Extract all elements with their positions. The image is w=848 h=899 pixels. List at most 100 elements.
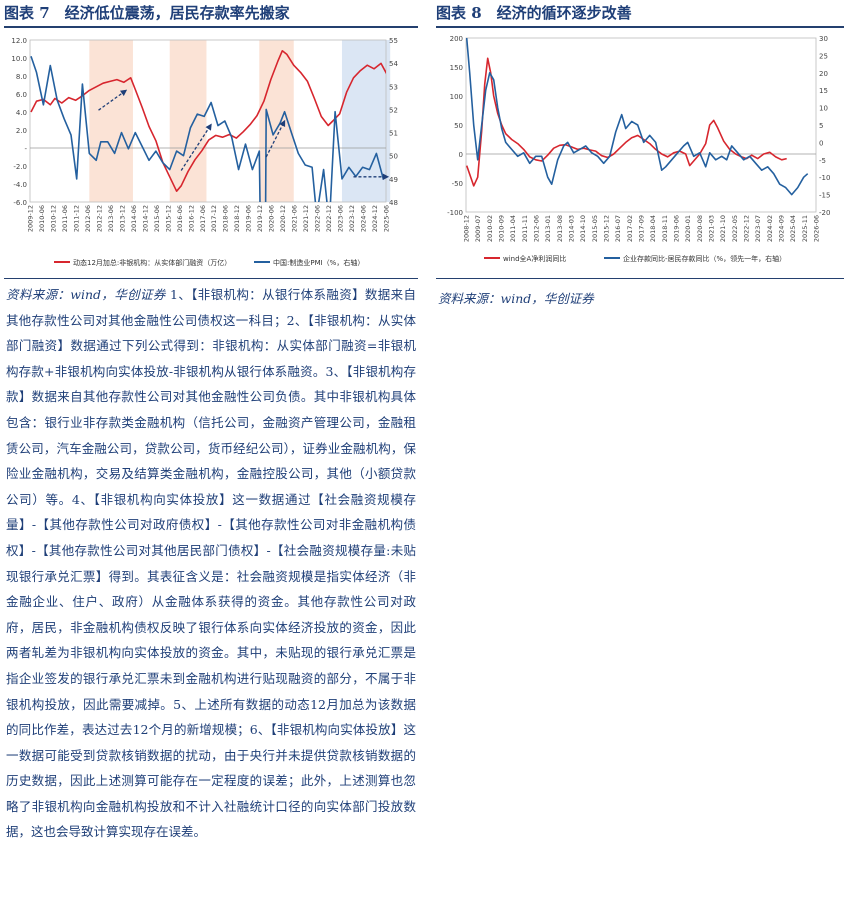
x-tick-label: 2024-12 xyxy=(371,205,379,232)
x-tick-label: 2022-12 xyxy=(743,215,751,242)
x-tick-label: 2020-06 xyxy=(268,205,276,232)
x-tick-label: 2016-06 xyxy=(176,205,184,232)
y-right-tick-label: 5 xyxy=(819,122,823,130)
y-right-tick-label: 0 xyxy=(819,139,823,147)
x-tick-label: 2020-12 xyxy=(279,205,287,232)
y-left-tick-label: 100 xyxy=(450,93,463,101)
trend-arrow xyxy=(98,89,128,111)
x-tick-label: 2025-04 xyxy=(789,215,797,242)
legend-label: wind全A净利润同比 xyxy=(503,254,566,263)
x-tick-label: 2019-12 xyxy=(256,205,264,232)
x-tick-label: 2021-03 xyxy=(708,215,716,242)
trend-arrow xyxy=(180,123,212,171)
x-tick-label: 2011-06 xyxy=(61,205,69,232)
x-tick-label: 2013-06 xyxy=(107,205,115,232)
y-left-tick-label: 0 xyxy=(459,151,463,159)
figure-8-bottom-rule xyxy=(436,278,844,279)
y-right-tick-label: 52 xyxy=(389,106,398,114)
y-left-tick-label: 200 xyxy=(450,35,463,43)
x-tick-label: 2018-06 xyxy=(222,205,230,232)
y-right-tick-label: 54 xyxy=(389,60,398,68)
x-tick-label: 2011-12 xyxy=(72,205,80,232)
x-tick-label: 2019-06 xyxy=(673,215,681,242)
x-tick-label: 2017-09 xyxy=(638,215,646,242)
x-tick-label: 2021-12 xyxy=(302,205,310,232)
x-tick-label: 2025-06 xyxy=(383,205,391,232)
y-left-tick-label: 12.0 xyxy=(11,37,27,45)
x-tick-label: 2017-02 xyxy=(626,215,634,242)
x-tick-label: 2014-03 xyxy=(568,215,576,242)
y-right-tick-label: 25 xyxy=(819,52,828,60)
x-tick-label: 2014-06 xyxy=(130,205,138,232)
y-left-tick-label: - xyxy=(24,145,27,153)
y-left-tick-label: -100 xyxy=(447,209,463,217)
x-tick-label: 2017-12 xyxy=(210,205,218,232)
x-tick-label: 2025-11 xyxy=(801,215,809,242)
figure-7-note-text: 1、【非银机构：从银行体系融资】数据来自其他存款性公司对其他金融性公司债权这一科… xyxy=(6,287,416,840)
x-tick-label: 2018-12 xyxy=(233,205,241,232)
x-tick-label: 2019-06 xyxy=(245,205,253,232)
x-tick-label: 2015-05 xyxy=(591,215,599,242)
legend-label: 动态12月加总:非银机构：从实体部门融资（万亿） xyxy=(73,258,231,267)
x-tick-label: 2013-08 xyxy=(556,215,564,242)
trend-arrow xyxy=(265,119,286,158)
x-tick-label: 2017-06 xyxy=(199,205,207,232)
y-left-tick-label: 4.0 xyxy=(16,109,27,117)
plot-frame xyxy=(465,37,817,213)
x-tick-label: 2023-06 xyxy=(337,205,345,232)
x-tick-label: 2010-02 xyxy=(486,215,494,242)
x-tick-label: 2020-08 xyxy=(696,215,704,242)
y-right-tick-label: 10 xyxy=(819,105,828,113)
y-right-tick-label: -5 xyxy=(819,157,826,165)
chart-figure-7: -6.0-4.0-2.0-2.04.06.08.010.012.04849505… xyxy=(11,37,398,267)
x-tick-label: 2020-01 xyxy=(684,215,692,242)
x-tick-label: 2022-05 xyxy=(731,215,739,242)
y-left-tick-label: -6.0 xyxy=(13,199,27,207)
x-tick-label: 2018-11 xyxy=(661,215,669,242)
series-line xyxy=(30,50,386,192)
x-tick-label: 2009-07 xyxy=(474,215,482,242)
y-left-tick-label: 50 xyxy=(454,122,463,130)
x-tick-label: 2010-09 xyxy=(498,215,506,242)
x-tick-label: 2024-02 xyxy=(766,215,774,242)
series-line xyxy=(466,38,809,196)
x-tick-label: 2018-04 xyxy=(649,215,657,242)
y-left-tick-label: 6.0 xyxy=(16,91,27,99)
y-left-tick-label: 10.0 xyxy=(11,55,27,63)
x-tick-label: 2015-12 xyxy=(164,205,172,232)
x-tick-label: 2014-12 xyxy=(141,205,149,232)
y-right-tick-label: 49 xyxy=(389,176,398,184)
chart-figure-8: -100-50050100150200-20-15-10-50510152025… xyxy=(447,35,830,263)
x-tick-label: 2016-12 xyxy=(187,205,195,232)
x-tick-label: 2013-01 xyxy=(544,215,552,242)
x-tick-label: 2012-12 xyxy=(95,205,103,232)
plot-frame xyxy=(29,39,387,203)
series-line xyxy=(30,55,386,202)
shaded-period xyxy=(89,40,133,202)
figure-7-bottom-rule xyxy=(4,278,418,279)
x-tick-label: 2013-12 xyxy=(118,205,126,232)
x-tick-label: 2022-12 xyxy=(325,205,333,232)
x-tick-label: 2021-10 xyxy=(719,215,727,242)
y-right-tick-label: -10 xyxy=(819,174,830,182)
x-tick-label: 2011-11 xyxy=(521,215,529,242)
x-tick-label: 2010-12 xyxy=(49,205,57,232)
x-tick-label: 2026-06 xyxy=(813,215,821,242)
y-left-tick-label: 8.0 xyxy=(16,73,27,81)
x-tick-label: 2023-12 xyxy=(348,205,356,232)
x-tick-label: 2015-12 xyxy=(603,215,611,242)
y-right-tick-label: 50 xyxy=(389,153,398,161)
y-right-tick-label: 15 xyxy=(819,87,828,95)
y-right-tick-label: 30 xyxy=(819,35,828,43)
x-tick-label: 2024-06 xyxy=(360,205,368,232)
y-right-tick-label: 48 xyxy=(389,199,398,207)
figure-8-title-rule xyxy=(436,26,844,28)
y-right-tick-label: -15 xyxy=(819,192,830,200)
y-right-tick-label: 51 xyxy=(389,130,398,138)
y-right-tick-label: 20 xyxy=(819,70,828,78)
figure-7-source-note: 资料来源：wind，华创证券 1、【非银机构：从银行体系融资】数据来自其他存款性… xyxy=(6,282,416,845)
y-left-tick-label: -4.0 xyxy=(13,181,27,189)
y-left-tick-label: -50 xyxy=(452,180,463,188)
x-tick-label: 2012-06 xyxy=(533,215,541,242)
y-left-tick-label: 150 xyxy=(450,64,463,72)
